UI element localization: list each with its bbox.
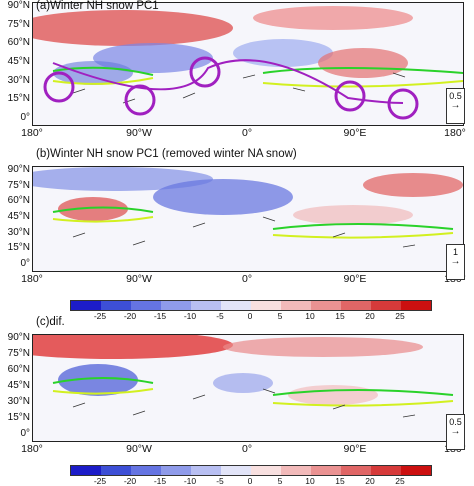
colorbar-tick-label: 0 [247,476,253,486]
lat-label: 30°N [7,396,30,407]
colorbar-swatch [161,466,191,475]
colorbar-tick-label: 10 [305,311,315,321]
colorbar-swatch [131,466,161,475]
colorbar-swatch [161,301,191,310]
lat-label: 45°N [7,56,30,67]
colorbar-swatch [371,466,401,475]
colorbar-tick-label: 5 [277,476,283,486]
lat-label: 75°N [7,179,30,191]
lon-label: 0° [241,127,253,139]
colorbar-tick-label: -20 [123,311,137,321]
lat-label: 60°N [7,364,30,375]
colorbar-swatch [131,301,161,310]
colorbar-tick-label: 25 [395,476,405,486]
colorbar-swatch [221,301,251,310]
colorbar-swatch [401,466,431,475]
lat-label: 30°N [7,74,30,86]
lat-label: 90°N [7,0,30,11]
lat-label: 75°N [7,18,30,30]
colorbar-tick-label: -5 [216,311,224,321]
panel-b-title: (b)Winter NH snow PC1 (removed winter NA… [36,148,297,160]
lat-label: 0° [20,258,30,269]
panel-c-svg [33,335,463,441]
colorbar-swatch [191,301,221,310]
colorbar-swatch [251,301,281,310]
colorbar-swatch [101,466,131,475]
colorbar-tick-label: 20 [365,476,375,486]
panel-a-svg [33,3,463,125]
colorbar-tick-label: -20 [123,476,137,486]
colorbar-swatch [371,301,401,310]
lat-label: 0° [20,112,30,123]
panel-c-map [32,334,464,442]
panel-a-ref-vector: 0.5 → [446,88,465,124]
lat-label: 15°N [7,412,30,423]
colorbar-swatch [311,466,341,475]
panel-a-title: (a)Winter NH snow PC1 [36,0,159,12]
colorbar-tick-label: 15 [335,476,345,486]
panel-b-map [32,166,464,272]
colorbar-2 [70,465,432,476]
lon-label: 90°W [126,443,152,455]
lat-label: 15°N [7,93,30,105]
colorbar-swatch [71,466,101,475]
lon-label: 180° [444,127,466,139]
colorbar-swatch [281,466,311,475]
lat-label: 75°N [7,348,30,359]
lat-label: 30°N [7,226,30,238]
colorbar-tick-label: 15 [335,311,345,321]
colorbar-swatch [401,301,431,310]
lat-label: 90°N [7,332,30,343]
lon-label: 0° [241,443,253,455]
lon-label: 90°E [343,443,367,455]
lat-label: 60°N [7,195,30,207]
lon-label: 180° [21,273,43,285]
colorbar-swatch [191,466,221,475]
lon-label: 180° [21,127,43,139]
lat-label: 60°N [7,37,30,49]
lat-label: 90°N [7,164,30,175]
colorbar-swatch [71,301,101,310]
colorbar-tick-label: -15 [153,311,167,321]
lat-label: 0° [20,428,30,439]
lon-label: 90°W [126,127,152,139]
colorbar-tick-label: -10 [183,311,197,321]
colorbar-tick-label: -15 [153,476,167,486]
colorbar-tick-label: 10 [305,476,315,486]
panel-a-map [32,2,464,126]
colorbar-swatch [341,466,371,475]
colorbar-tick-label: -10 [183,476,197,486]
panel-c-title: (c)dif. [36,316,65,328]
panel-b-svg [33,167,463,271]
colorbar-tick-label: -25 [93,476,107,486]
colorbar-1 [70,300,432,311]
colorbar-swatch [251,466,281,475]
lat-label: 45°N [7,380,30,391]
colorbar-tick-label: 0 [247,311,253,321]
colorbar-swatch [221,466,251,475]
lon-label: 90°E [343,127,367,139]
colorbar-swatch [281,301,311,310]
lon-label: 180° [21,443,43,455]
colorbar-swatch [101,301,131,310]
colorbar-tick-label: 25 [395,311,405,321]
colorbar-tick-label: -25 [93,311,107,321]
colorbar-tick-label: 20 [365,311,375,321]
colorbar-swatch [341,301,371,310]
lat-label: 15°N [7,242,30,254]
lon-label: 0° [241,273,253,285]
lon-label: 90°W [126,273,152,285]
colorbar-tick-label: 5 [277,311,283,321]
lat-label: 45°N [7,211,30,222]
lon-label: 90°E [343,273,367,285]
panel-c-ref-vector: 0.5 → [446,414,465,450]
colorbar-tick-label: -5 [216,476,224,486]
panel-b-ref-vector: 1 → [446,244,465,280]
colorbar-swatch [311,301,341,310]
